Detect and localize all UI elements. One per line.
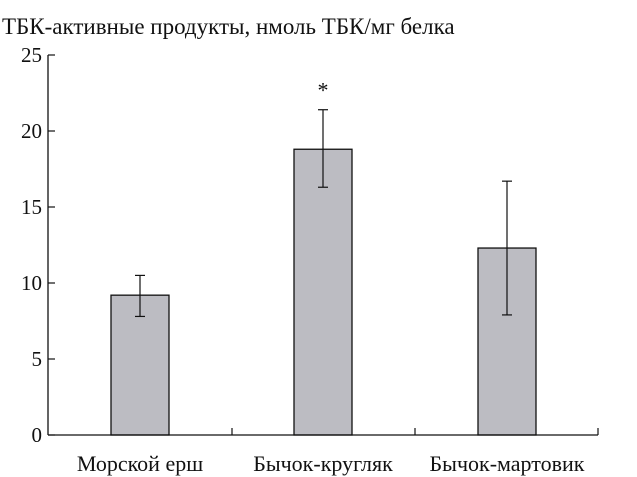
significance-marker: * xyxy=(318,78,329,103)
y-tick-label: 20 xyxy=(21,119,42,143)
bar xyxy=(110,294,170,436)
x-tick-label: Морской ерш xyxy=(77,451,203,476)
y-tick-label: 10 xyxy=(21,271,42,295)
y-tick-label: 25 xyxy=(21,43,42,67)
bar xyxy=(293,148,353,436)
x-tick-label: Бычок-кругляк xyxy=(253,451,393,476)
chart-title: ТБК-активные продукты, нмоль ТБК/мг белк… xyxy=(2,14,455,39)
y-tick-label: 15 xyxy=(21,195,42,219)
x-tick-label: Бычок-мартовик xyxy=(430,451,585,476)
y-tick-label: 0 xyxy=(32,423,43,447)
y-tick-label: 5 xyxy=(32,347,43,371)
